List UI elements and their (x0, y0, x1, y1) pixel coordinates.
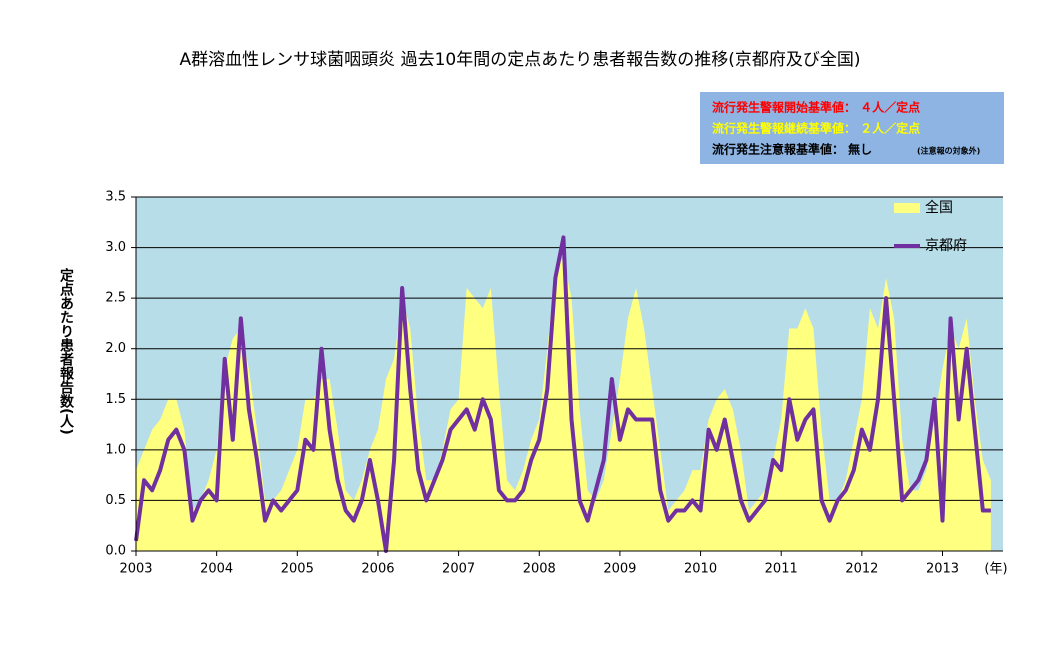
y-tick-label: 2.0 (105, 341, 126, 356)
x-axis-title: (年) (984, 562, 1007, 577)
annotation: 流行発生警報継続基準値： ２人／定点 (712, 121, 920, 136)
note-box (700, 92, 1004, 164)
x-tick-label: 2003 (119, 562, 152, 577)
y-tick-label: 1.0 (105, 442, 126, 457)
x-tick-label: 2006 (361, 562, 394, 577)
line (134, 235, 991, 553)
x-tick-label: 2010 (684, 562, 717, 577)
chart-title: A群溶血性レンサ球菌咽頭炎 過去10年間の定点あたり患者報告数の推移(京都府及び… (180, 50, 861, 70)
legend-swatch (894, 203, 920, 213)
y-tick-label: 3.5 (105, 190, 126, 205)
y-tick-label: 2.5 (105, 291, 126, 306)
y-tick-label: 1.5 (105, 392, 126, 407)
legend-label: 京都府 (925, 238, 967, 254)
x-tick-label: 2008 (523, 562, 556, 577)
y-tick-label: 0.0 (105, 544, 126, 559)
area (136, 257, 991, 551)
annotation: 流行発生警報開始基準値： ４人／定点 (712, 100, 920, 115)
x-tick-label: 2011 (765, 562, 798, 577)
x-tick-label: 2004 (200, 562, 233, 577)
y-tick-label: 0.5 (105, 493, 126, 508)
y-tick-label: 3.0 (105, 240, 126, 255)
x-tick-label: 2005 (281, 562, 314, 577)
legend-label: 全国 (925, 199, 953, 216)
x-tick-label: 2013 (926, 562, 959, 577)
annotation: 流行発生注意報基準値： 無し (712, 142, 872, 157)
x-tick-label: 2012 (845, 562, 878, 577)
x-tick-label: 2009 (603, 562, 636, 577)
annotation: (注意報の対象外) (917, 146, 980, 156)
x-tick-label: 2007 (442, 562, 475, 577)
y-axis-title: 定点あたり患者報告数(人) (58, 267, 74, 434)
